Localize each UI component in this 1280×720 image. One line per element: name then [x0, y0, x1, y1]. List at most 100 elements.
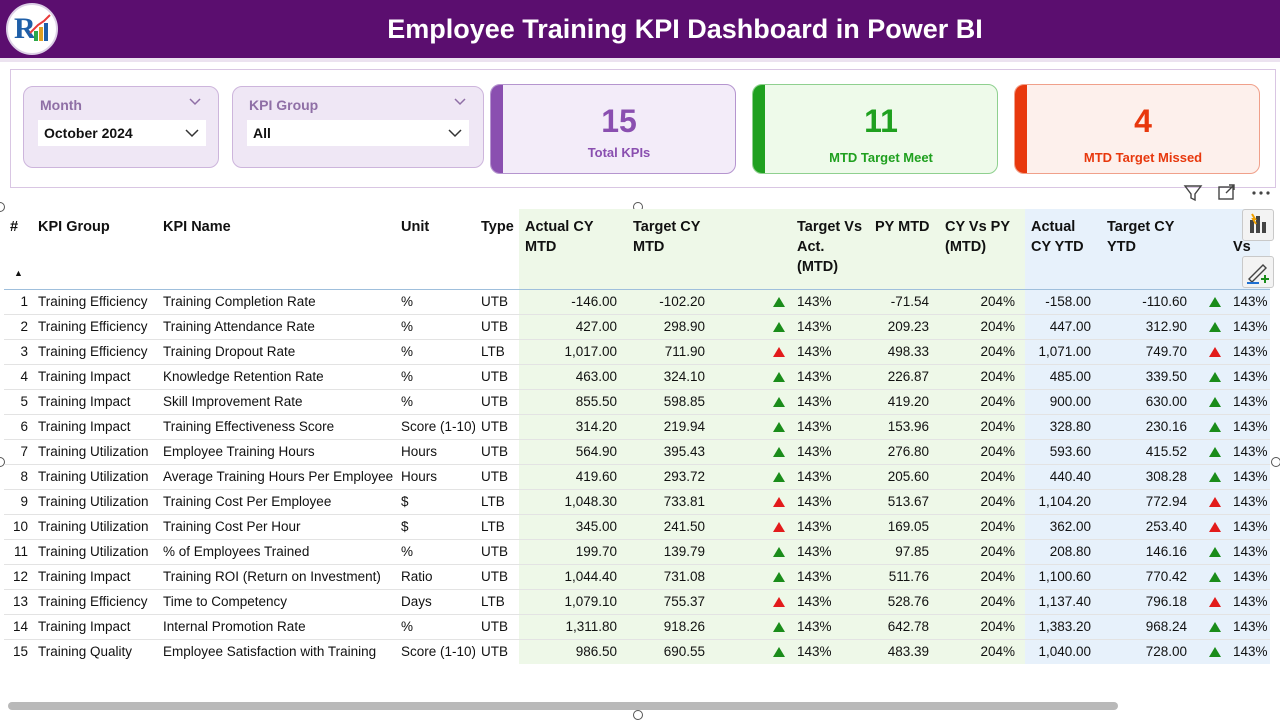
table-cell: 4: [4, 364, 32, 390]
horizontal-scrollbar[interactable]: [8, 702, 1118, 710]
table-row[interactable]: 6 Training Impact Training Effectiveness S…: [4, 414, 1270, 440]
chevron-down-icon[interactable]: [188, 96, 202, 108]
table-row[interactable]: 15 Training Quality Employee Satisfaction …: [4, 639, 1270, 664]
table-cell: 143%: [791, 539, 869, 565]
table-cell: 427.00: [519, 314, 627, 340]
mtd-target-missed-value: 4: [1134, 103, 1152, 139]
status-icon-cell: [715, 339, 791, 365]
table-row[interactable]: 3 Training Efficiency Training Dropout Rat…: [4, 339, 1270, 365]
table-cell: LTB: [475, 489, 519, 515]
column-header[interactable]: [715, 209, 791, 290]
status-icon-cell: [715, 539, 791, 565]
table-cell: 440.40: [1025, 464, 1101, 490]
table-cell: 6: [4, 414, 32, 440]
total-kpis-label: Total KPIs: [587, 145, 651, 160]
column-header[interactable]: KPI Name: [157, 209, 395, 290]
resize-handle[interactable]: [1271, 457, 1280, 467]
format-painter-icon[interactable]: [1242, 256, 1274, 288]
column-header[interactable]: Type: [475, 209, 519, 290]
table-cell: Training Attendance Rate: [157, 314, 395, 340]
table-row[interactable]: 1 Training Efficiency Training Completion …: [4, 289, 1270, 315]
dropdown-arrow-icon[interactable]: [184, 126, 200, 140]
table-cell: 5: [4, 389, 32, 415]
smart-narrative-icon[interactable]: [1242, 209, 1274, 241]
column-header[interactable]: CY Vs PY (MTD): [939, 209, 1025, 290]
table-cell: 731.08: [627, 564, 715, 590]
table-cell: 312.90: [1101, 314, 1197, 340]
table-cell: 143%: [791, 389, 869, 415]
green-triangle-icon: [773, 472, 785, 483]
table-row[interactable]: 11 Training Utilization% of Employees Tra…: [4, 539, 1270, 565]
logo-icon: R: [6, 3, 58, 55]
focus-mode-icon[interactable]: [1216, 183, 1238, 203]
table-cell: %: [395, 364, 475, 390]
table-cell: 13: [4, 589, 32, 615]
kpi-group-dropdown[interactable]: All: [247, 120, 469, 146]
column-header[interactable]: PY MTD: [869, 209, 939, 290]
table-row[interactable]: 7 Training Utilization Employee Training H…: [4, 439, 1270, 465]
red-triangle-icon: [773, 497, 785, 508]
table-cell: 204%: [939, 289, 1025, 315]
more-options-icon[interactable]: [1250, 183, 1272, 203]
dropdown-arrow-icon[interactable]: [447, 126, 463, 140]
status-icon-cell: [1197, 289, 1227, 315]
table-row[interactable]: 12 Training Impact Training ROI (Return on…: [4, 564, 1270, 590]
column-header[interactable]: KPI Group: [32, 209, 157, 290]
column-header[interactable]: Actual CY MTD: [519, 209, 627, 290]
table-cell: 419.20: [869, 389, 939, 415]
green-triangle-icon: [773, 397, 785, 408]
table-row[interactable]: 10 Training Utilization Training Cost Per …: [4, 514, 1270, 540]
table-cell: 447.00: [1025, 314, 1101, 340]
red-triangle-icon: [1209, 347, 1221, 358]
table-row[interactable]: 14 Training Impact Internal Promotion Rate…: [4, 614, 1270, 640]
table-cell: Training Cost Per Employee: [157, 489, 395, 515]
table-cell: 143%: [1227, 489, 1270, 515]
table-cell: 230.16: [1101, 414, 1197, 440]
table-cell: 204%: [939, 539, 1025, 565]
table-cell: 143%: [791, 439, 869, 465]
status-icon-cell: [1197, 639, 1227, 664]
table-cell: 642.78: [869, 614, 939, 640]
column-header[interactable]: Target CY YTD: [1101, 209, 1197, 290]
table-cell: 143%: [1227, 464, 1270, 490]
resize-handle[interactable]: [633, 710, 643, 720]
table-row[interactable]: 5 Training Impact Skill Improvement Rate% U…: [4, 389, 1270, 415]
sort-ascending-icon[interactable]: ▲: [14, 267, 23, 278]
column-header[interactable]: Target Vs Act. (MTD): [791, 209, 869, 290]
green-triangle-icon: [1209, 447, 1221, 458]
green-triangle-icon: [1209, 397, 1221, 408]
table-cell: 143%: [1227, 639, 1270, 664]
column-header[interactable]: [1197, 209, 1227, 290]
table-row[interactable]: 4 Training Impact Knowledge Retention Rate…: [4, 364, 1270, 390]
column-header[interactable]: Actual CY YTD: [1025, 209, 1101, 290]
table-cell: 498.33: [869, 339, 939, 365]
table-cell: Score (1-10): [395, 414, 475, 440]
table-row[interactable]: 8 Training Utilization Average Training Ho…: [4, 464, 1270, 490]
green-triangle-icon: [773, 647, 785, 658]
table-row[interactable]: 13 Training Efficiency Time to Competency D…: [4, 589, 1270, 615]
table-cell: 419.60: [519, 464, 627, 490]
table-cell: 143%: [791, 489, 869, 515]
table-cell: 2: [4, 314, 32, 340]
table-row[interactable]: 2 Training Efficiency Training Attendance …: [4, 314, 1270, 340]
chevron-down-icon[interactable]: [453, 96, 467, 108]
column-header[interactable]: Target CY MTD: [627, 209, 715, 290]
total-kpis-card: 15 Total KPIs: [490, 84, 736, 174]
table-cell: UTB: [475, 389, 519, 415]
table-cell: 711.90: [627, 339, 715, 365]
table-cell: Hours: [395, 439, 475, 465]
status-icon-cell: [715, 414, 791, 440]
month-slicer[interactable]: Month October 2024: [23, 86, 219, 168]
table-cell: 328.80: [1025, 414, 1101, 440]
filter-icon[interactable]: [1182, 183, 1204, 203]
table-row[interactable]: 9 Training Utilization Training Cost Per E…: [4, 489, 1270, 515]
table-cell: Training Effectiveness Score: [157, 414, 395, 440]
column-header[interactable]: Unit: [395, 209, 475, 290]
table-cell: UTB: [475, 564, 519, 590]
table-cell: 12: [4, 564, 32, 590]
table-cell: UTB: [475, 314, 519, 340]
table-cell: 324.10: [627, 364, 715, 390]
column-header[interactable]: # ▲: [4, 209, 32, 290]
kpi-group-slicer[interactable]: KPI Group All: [232, 86, 484, 168]
month-dropdown[interactable]: October 2024: [38, 120, 206, 146]
